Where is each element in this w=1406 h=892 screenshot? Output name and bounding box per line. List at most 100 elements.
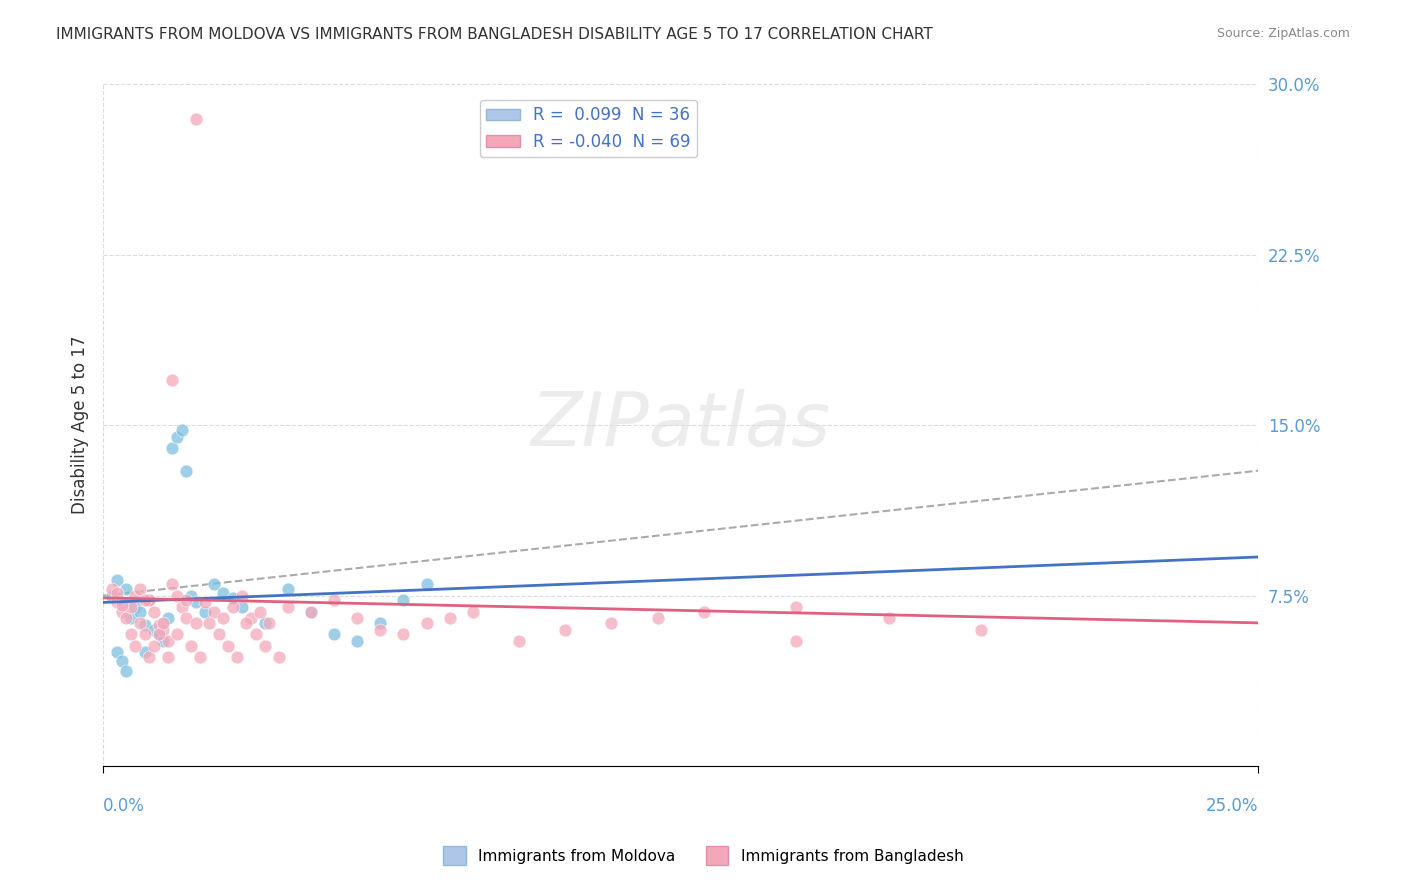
Point — [259, 615, 281, 630]
Point — [138, 649, 160, 664]
Point — [184, 595, 207, 609]
Point — [143, 623, 166, 637]
Point — [105, 573, 128, 587]
Point — [162, 577, 184, 591]
Point — [134, 645, 156, 659]
Point — [148, 627, 170, 641]
Point — [415, 615, 437, 630]
Point — [101, 589, 124, 603]
Point — [156, 649, 179, 664]
Point — [554, 623, 576, 637]
Point — [212, 586, 235, 600]
Point — [221, 591, 243, 605]
Point — [194, 605, 217, 619]
Point — [212, 611, 235, 625]
Point — [129, 582, 152, 596]
Point — [267, 649, 290, 664]
Point — [392, 627, 415, 641]
Point — [370, 615, 392, 630]
Point — [115, 664, 138, 678]
Point — [120, 611, 142, 625]
Point — [162, 373, 184, 387]
Point — [202, 605, 225, 619]
Point — [299, 605, 322, 619]
Point — [346, 611, 368, 625]
Point — [370, 623, 392, 637]
Point — [323, 593, 346, 607]
Text: IMMIGRANTS FROM MOLDOVA VS IMMIGRANTS FROM BANGLADESH DISABILITY AGE 5 TO 17 COR: IMMIGRANTS FROM MOLDOVA VS IMMIGRANTS FR… — [56, 27, 934, 42]
Point — [120, 599, 142, 614]
Point — [110, 655, 132, 669]
Point — [176, 464, 198, 478]
Point — [415, 577, 437, 591]
Point — [166, 589, 188, 603]
Point — [217, 639, 239, 653]
Point — [323, 627, 346, 641]
Point — [134, 618, 156, 632]
Point — [240, 611, 263, 625]
Point — [152, 615, 174, 630]
Point — [170, 599, 193, 614]
Text: ZIPatlas: ZIPatlas — [530, 389, 831, 461]
Point — [143, 639, 166, 653]
Point — [134, 627, 156, 641]
Point — [152, 623, 174, 637]
Point — [180, 639, 202, 653]
Point — [785, 634, 807, 648]
Point — [124, 589, 146, 603]
Legend: R =  0.099  N = 36, R = -0.040  N = 69: R = 0.099 N = 36, R = -0.040 N = 69 — [479, 100, 697, 157]
Point — [176, 611, 198, 625]
Point — [166, 429, 188, 443]
Point — [124, 639, 146, 653]
Point — [202, 577, 225, 591]
Point — [392, 593, 415, 607]
Point — [170, 423, 193, 437]
Point — [253, 639, 276, 653]
Text: Source: ZipAtlas.com: Source: ZipAtlas.com — [1216, 27, 1350, 40]
Point — [101, 582, 124, 596]
Point — [143, 605, 166, 619]
Point — [235, 615, 257, 630]
Text: 25.0%: 25.0% — [1206, 797, 1258, 814]
Point — [152, 634, 174, 648]
Point — [194, 595, 217, 609]
Point — [439, 611, 461, 625]
Point — [508, 634, 530, 648]
Point — [124, 599, 146, 614]
Point — [176, 593, 198, 607]
Point — [110, 598, 132, 612]
Point — [647, 611, 669, 625]
Point — [184, 615, 207, 630]
Point — [277, 599, 299, 614]
Point — [184, 112, 207, 126]
Point — [231, 599, 253, 614]
Point — [693, 605, 716, 619]
Point — [277, 582, 299, 596]
Point — [600, 615, 623, 630]
Point — [115, 611, 138, 625]
Point — [120, 627, 142, 641]
Point — [249, 605, 271, 619]
Point — [231, 589, 253, 603]
Point — [110, 595, 132, 609]
Point — [198, 615, 221, 630]
Point — [148, 627, 170, 641]
Point — [162, 441, 184, 455]
Point — [166, 627, 188, 641]
Legend: Immigrants from Moldova, Immigrants from Bangladesh: Immigrants from Moldova, Immigrants from… — [436, 840, 970, 871]
Point — [110, 605, 132, 619]
Point — [221, 599, 243, 614]
Point — [105, 645, 128, 659]
Point — [180, 589, 202, 603]
Point — [148, 618, 170, 632]
Point — [105, 595, 128, 609]
Point — [156, 634, 179, 648]
Point — [245, 627, 267, 641]
Point — [129, 615, 152, 630]
Point — [299, 605, 322, 619]
Point — [105, 586, 128, 600]
Point — [346, 634, 368, 648]
Y-axis label: Disability Age 5 to 17: Disability Age 5 to 17 — [72, 336, 89, 515]
Text: 0.0%: 0.0% — [103, 797, 145, 814]
Point — [785, 599, 807, 614]
